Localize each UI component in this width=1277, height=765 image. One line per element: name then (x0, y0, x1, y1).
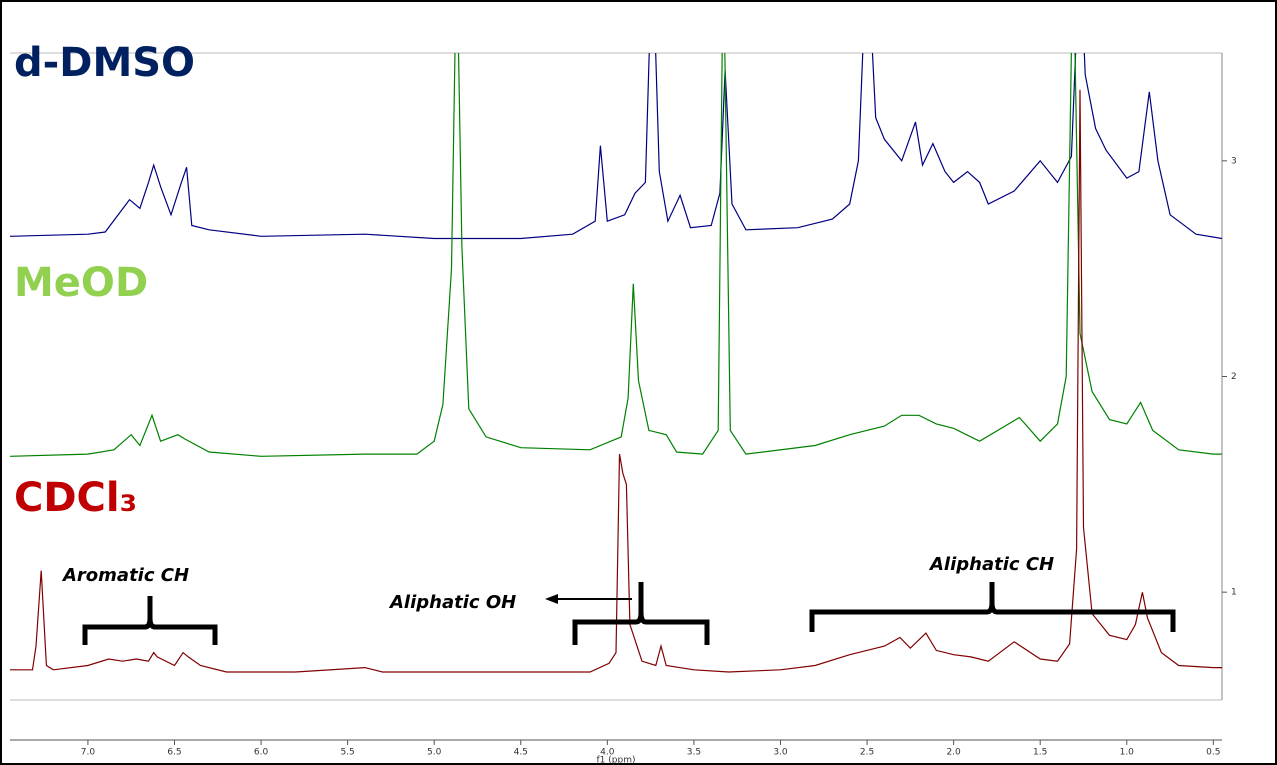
x-tick-label: 0.5 (1206, 748, 1220, 758)
x-tick-label: 5.0 (427, 748, 442, 758)
series-label: d-DMSO (14, 40, 195, 86)
y-tick-label: 2 (1231, 372, 1237, 382)
x-tick-label: 2.0 (946, 748, 961, 758)
arrow-head (545, 594, 558, 604)
y-tick-label: 1 (1231, 588, 1237, 598)
spectrum-line (10, 53, 1222, 457)
bracket-oh (572, 582, 710, 645)
x-tick-label: 4.0 (600, 748, 615, 758)
series-label: CDCl₃ (14, 475, 137, 521)
spectrum-line (10, 89, 1222, 673)
bracket-aromatic (82, 596, 218, 645)
x-tick-label: 1.0 (1120, 748, 1135, 758)
plot-area (10, 53, 1222, 673)
x-tick-label: 3.5 (687, 748, 701, 758)
x-tick-label: 6.0 (254, 748, 269, 758)
x-tick-label: 1.5 (1033, 748, 1047, 758)
x-axis-label: f1 (ppm) (597, 756, 636, 765)
x-tick-label: 4.5 (514, 748, 528, 758)
x-tick-label: 6.5 (167, 748, 181, 758)
annotation: Aliphatic CH (928, 554, 1054, 575)
annotation: Aromatic CH (61, 565, 189, 586)
x-tick-label: 5.5 (340, 748, 354, 758)
x-tick-label: 3.0 (773, 748, 788, 758)
bracket-ch (809, 582, 1176, 632)
series-label: MeOD (14, 260, 148, 306)
x-tick-label: 7.0 (81, 748, 96, 758)
y-tick-label: 3 (1231, 156, 1237, 166)
spectrum-line (10, 53, 1222, 240)
x-tick-label: 2.5 (860, 748, 874, 758)
annotation: Aliphatic OH (388, 592, 516, 613)
